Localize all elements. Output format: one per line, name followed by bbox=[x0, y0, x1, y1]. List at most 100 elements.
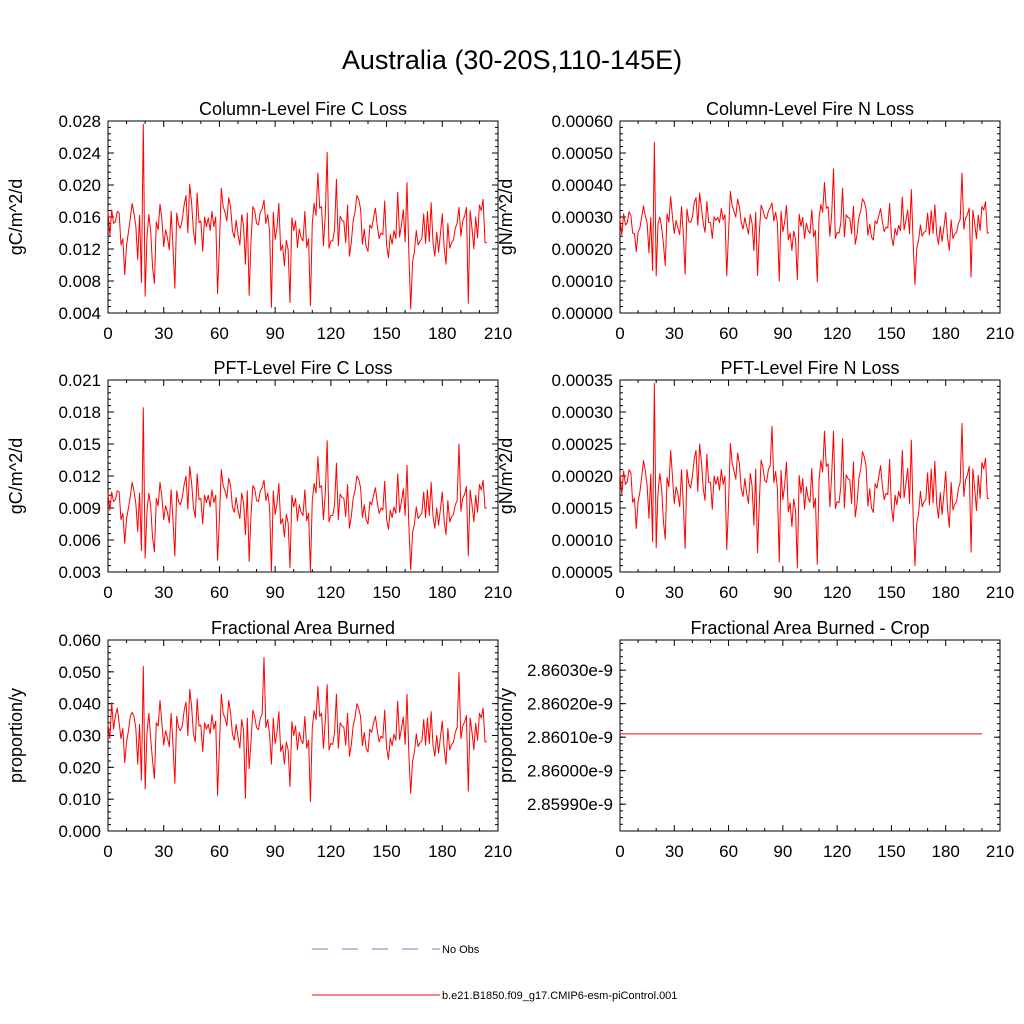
x-tick-label: 180 bbox=[428, 842, 456, 861]
y-tick-label: 0.018 bbox=[58, 403, 101, 422]
y-tick-label: 2.86020e-9 bbox=[527, 695, 613, 714]
panel-6: Fractional Area Burned - Crop proportion/… bbox=[496, 618, 1014, 861]
y-tick-label: 0.004 bbox=[58, 304, 101, 323]
y-tick-label: 0.020 bbox=[58, 176, 101, 195]
y-tick-label: 0.028 bbox=[58, 112, 101, 131]
x-tick-label: 150 bbox=[877, 842, 905, 861]
y-tick-label: 0.00020 bbox=[552, 467, 613, 486]
x-tick-label: 90 bbox=[773, 842, 792, 861]
x-tick-label: 120 bbox=[317, 842, 345, 861]
y-tick-label: 0.000 bbox=[58, 822, 101, 841]
x-tick-label: 0 bbox=[615, 842, 624, 861]
series-line bbox=[107, 123, 487, 310]
legend-label-control-run: b.e21.B1850.f09_g17.CMIP6-esm-piControl.… bbox=[442, 990, 678, 1002]
y-axis-label: gN/m^2/d bbox=[496, 179, 516, 255]
x-tick-label: 60 bbox=[210, 583, 229, 602]
series-line bbox=[619, 382, 990, 569]
x-tick-label: 60 bbox=[719, 583, 738, 602]
y-tick-label: 0.00060 bbox=[552, 112, 613, 131]
x-tick-label: 30 bbox=[665, 842, 684, 861]
x-tick-label: 150 bbox=[372, 324, 400, 343]
x-tick-label: 0 bbox=[615, 583, 624, 602]
y-tick-label: 0.006 bbox=[58, 531, 101, 550]
x-tick-label: 150 bbox=[877, 324, 905, 343]
x-tick-label: 180 bbox=[932, 842, 960, 861]
plot-frame bbox=[619, 120, 1001, 314]
x-tick-label: 30 bbox=[154, 324, 173, 343]
x-tick-label: 120 bbox=[317, 583, 345, 602]
x-tick-label: 210 bbox=[986, 583, 1014, 602]
y-tick-label: 0.00010 bbox=[552, 531, 613, 550]
y-axis-label: gN/m^2/d bbox=[496, 438, 516, 514]
x-tick-label: 0 bbox=[103, 583, 112, 602]
y-tick-label: 0.030 bbox=[58, 727, 101, 746]
x-tick-label: 0 bbox=[103, 324, 112, 343]
plot-frame bbox=[619, 639, 1001, 832]
panel-title: Fractional Area Burned - Crop bbox=[690, 618, 929, 638]
panel-title: Column-Level Fire N Loss bbox=[706, 99, 914, 119]
panel-title: PFT-Level Fire C Loss bbox=[213, 358, 392, 378]
y-tick-label: 0.00020 bbox=[552, 240, 613, 259]
x-tick-label: 210 bbox=[986, 842, 1014, 861]
x-tick-label: 0 bbox=[103, 842, 112, 861]
y-tick-label: 2.85990e-9 bbox=[527, 795, 613, 814]
y-tick-label: 0.00025 bbox=[552, 435, 613, 454]
x-tick-label: 210 bbox=[484, 583, 512, 602]
x-tick-label: 210 bbox=[484, 324, 512, 343]
x-tick-label: 90 bbox=[266, 842, 285, 861]
panel-4: PFT-Level Fire N Loss gN/m^2/d 0 30 60 90 120 1… bbox=[496, 358, 1014, 602]
panel-1: Column-Level Fire C Loss gC/m^2/d 0 30 60 90 1… bbox=[6, 99, 512, 343]
x-tick-label: 60 bbox=[719, 842, 738, 861]
x-tick-label: 210 bbox=[986, 324, 1014, 343]
y-tick-label: 0.00000 bbox=[552, 304, 613, 323]
y-tick-label: 0.003 bbox=[58, 563, 101, 582]
x-tick-label: 120 bbox=[823, 583, 851, 602]
x-tick-label: 60 bbox=[210, 842, 229, 861]
y-axis-label: proportion/y bbox=[496, 688, 516, 783]
y-tick-label: 0.00035 bbox=[552, 371, 613, 390]
y-tick-label: 0.00030 bbox=[552, 208, 613, 227]
panel-title: Fractional Area Burned bbox=[211, 618, 395, 638]
x-tick-label: 120 bbox=[823, 842, 851, 861]
panel-2: Column-Level Fire N Loss gN/m^2/d 0 30 60 90 1… bbox=[496, 99, 1014, 343]
panel-5: Fractional Area Burned proportion/y 0 30 60 9… bbox=[6, 618, 512, 861]
x-tick-label: 120 bbox=[823, 324, 851, 343]
x-tick-label: 180 bbox=[932, 583, 960, 602]
x-tick-label: 180 bbox=[932, 324, 960, 343]
y-tick-label: 0.00005 bbox=[552, 563, 613, 582]
x-tick-label: 0 bbox=[615, 324, 624, 343]
y-tick-label: 0.060 bbox=[58, 631, 101, 650]
x-tick-label: 210 bbox=[484, 842, 512, 861]
y-tick-label: 0.00030 bbox=[552, 403, 613, 422]
panel-title: PFT-Level Fire N Loss bbox=[720, 358, 899, 378]
y-tick-label: 0.021 bbox=[58, 371, 101, 390]
x-tick-label: 30 bbox=[154, 842, 173, 861]
x-tick-label: 120 bbox=[317, 324, 345, 343]
figure-title: Australia (30-20S,110-145E) bbox=[341, 45, 683, 75]
y-tick-label: 0.008 bbox=[58, 272, 101, 291]
y-tick-label: 0.00010 bbox=[552, 272, 613, 291]
y-tick-label: 2.86030e-9 bbox=[527, 661, 613, 680]
x-tick-label: 30 bbox=[665, 324, 684, 343]
legend-label-no-obs: No Obs bbox=[442, 944, 480, 956]
y-tick-label: 0.009 bbox=[58, 499, 101, 518]
plot-frame bbox=[107, 120, 499, 314]
legend bbox=[312, 948, 440, 996]
y-tick-label: 2.86000e-9 bbox=[527, 762, 613, 781]
x-tick-label: 60 bbox=[210, 324, 229, 343]
x-tick-label: 150 bbox=[877, 583, 905, 602]
y-tick-label: 0.020 bbox=[58, 758, 101, 777]
y-tick-label: 0.00015 bbox=[552, 499, 613, 518]
x-tick-label: 150 bbox=[372, 583, 400, 602]
x-tick-label: 30 bbox=[665, 583, 684, 602]
x-tick-label: 180 bbox=[428, 583, 456, 602]
y-axis-label: gC/m^2/d bbox=[6, 438, 26, 514]
plot-frame bbox=[107, 379, 499, 573]
x-tick-label: 90 bbox=[773, 583, 792, 602]
y-tick-label: 0.012 bbox=[58, 467, 101, 486]
x-tick-label: 90 bbox=[266, 324, 285, 343]
y-axis-label: gC/m^2/d bbox=[6, 179, 26, 255]
series-line bbox=[107, 407, 487, 573]
x-tick-label: 90 bbox=[773, 324, 792, 343]
y-tick-label: 2.86010e-9 bbox=[527, 728, 613, 747]
